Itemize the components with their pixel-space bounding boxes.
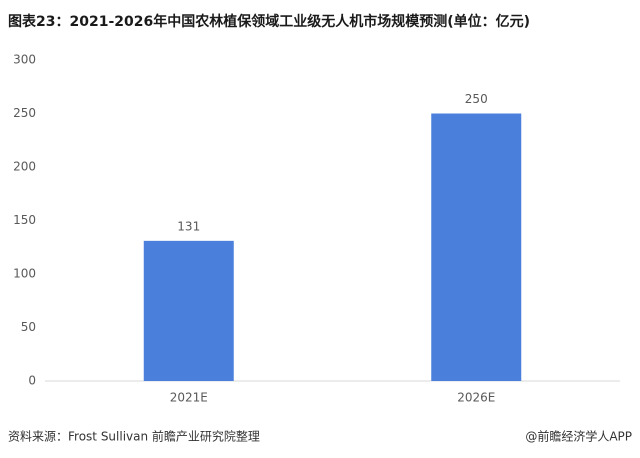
value-label: 250 <box>465 92 488 106</box>
value-label: 131 <box>177 219 200 233</box>
x-tick-label: 2026E <box>457 391 495 405</box>
bar <box>431 113 522 381</box>
x-tick-label: 2021E <box>170 391 208 405</box>
bar <box>143 240 234 381</box>
y-tick-label: 150 <box>13 213 36 227</box>
y-tick-label: 0 <box>28 374 36 388</box>
y-tick-label: 50 <box>21 320 36 334</box>
y-tick-label: 200 <box>13 160 36 174</box>
y-tick-label: 300 <box>13 53 36 67</box>
y-tick-label: 250 <box>13 106 36 120</box>
source-note: 资料来源：Frost Sullivan 前瞻产业研究院整理 <box>8 429 260 444</box>
chart-title: 图表23：2021-2026年中国农林植保领域工业级无人机市场规模预测(单位：亿… <box>8 13 530 30</box>
y-tick-label: 100 <box>13 267 36 281</box>
credit: @前瞻经济学人APP <box>525 429 632 444</box>
